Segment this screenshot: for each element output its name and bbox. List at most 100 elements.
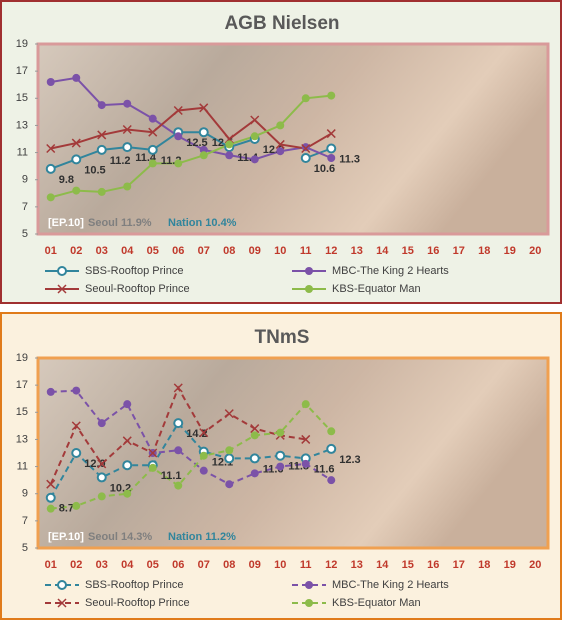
marker — [250, 431, 259, 440]
annotation: Nation 11.2% — [168, 531, 236, 543]
marker — [97, 130, 107, 140]
marker — [122, 124, 132, 135]
marker — [301, 143, 311, 154]
marker — [276, 121, 285, 130]
x-tick-label: 19 — [504, 245, 516, 257]
x-tick-label: 07 — [198, 559, 210, 571]
marker — [199, 466, 208, 475]
y-tick-label: 19 — [16, 38, 28, 50]
y-tick-label: 9 — [22, 174, 28, 186]
x-tick-label: 04 — [121, 559, 134, 571]
data-label: 8.7 — [59, 503, 74, 515]
marker — [123, 400, 132, 409]
annotation: [EP.10] — [48, 217, 84, 229]
marker — [327, 427, 336, 436]
marker — [174, 446, 183, 455]
marker — [275, 450, 286, 461]
marker — [224, 453, 235, 464]
y-tick-label: 5 — [22, 542, 28, 554]
x-tick-label: 12 — [325, 245, 337, 257]
x-tick-label: 16 — [427, 245, 439, 257]
annotation: Seoul 11.9% — [88, 217, 152, 229]
marker — [174, 132, 183, 141]
x-tick-label: 08 — [223, 245, 235, 257]
marker — [71, 421, 81, 431]
marker — [327, 91, 336, 100]
plot-area — [36, 356, 550, 550]
marker — [72, 501, 81, 510]
x-tick-label: 02 — [70, 559, 82, 571]
marker — [122, 460, 133, 471]
marker — [123, 489, 132, 498]
legend-marker — [57, 598, 67, 608]
marker — [123, 99, 132, 108]
legend-marker — [305, 285, 313, 293]
x-tick-label: 10 — [274, 559, 286, 571]
marker — [225, 446, 234, 455]
y-tick-label: 11 — [17, 460, 28, 472]
y-tick-label: 19 — [16, 352, 28, 364]
x-tick-label: 09 — [249, 559, 261, 571]
marker — [276, 462, 285, 471]
x-tick-label: 03 — [96, 559, 108, 571]
series-line — [50, 402, 332, 510]
marker — [72, 186, 81, 195]
x-tick-label: 04 — [121, 245, 134, 257]
series-line — [49, 421, 332, 499]
marker — [97, 492, 106, 501]
marker — [250, 115, 260, 125]
marker — [250, 132, 259, 141]
charts: AGB Nielsen 5 7 9 11 13 15 17 19 01 02 03 04 05 06 07 08… — [16, 13, 542, 609]
x-tick-label: 16 — [427, 559, 439, 571]
legend-marker — [305, 599, 313, 607]
series-line — [50, 94, 332, 199]
x-tick-label: 18 — [478, 245, 490, 257]
marker — [72, 386, 81, 395]
y-tick-label: 13 — [16, 119, 28, 131]
marker — [46, 387, 55, 396]
legend-marker — [57, 580, 67, 590]
plot-area — [36, 42, 550, 236]
x-tick-label: 09 — [249, 245, 261, 257]
series-line — [50, 106, 332, 150]
marker — [45, 163, 56, 174]
marker — [174, 159, 183, 168]
x-tick-label: 19 — [504, 559, 516, 571]
y-tick-label: 13 — [16, 433, 28, 445]
marker — [72, 73, 81, 82]
marker — [148, 127, 158, 137]
marker — [249, 453, 260, 464]
marker — [45, 492, 56, 503]
data-label: 12.5 — [186, 137, 207, 149]
legend-marker — [57, 284, 67, 294]
x-tick-label: 10 — [274, 245, 286, 257]
y-tick-label: 15 — [16, 406, 28, 418]
x-tick-label: 08 — [223, 559, 235, 571]
x-tick-label: 20 — [529, 559, 541, 571]
legend-marker — [57, 266, 67, 276]
x-tick-label: 13 — [351, 245, 363, 257]
legend-label: MBC-The King 2 Hearts — [332, 265, 449, 277]
x-tick-label: 11 — [300, 559, 312, 571]
chart-title: TNmS — [255, 327, 310, 348]
marker — [224, 409, 234, 419]
data-label: 12.3 — [339, 454, 360, 466]
marker — [96, 472, 107, 483]
x-tick-label: 17 — [453, 245, 465, 257]
marker — [46, 143, 56, 154]
marker — [97, 187, 106, 196]
marker — [326, 129, 336, 139]
marker — [301, 143, 310, 152]
marker — [148, 448, 158, 458]
x-tick-label: 07 — [198, 245, 210, 257]
marker — [71, 448, 82, 458]
marker — [301, 459, 310, 468]
marker — [225, 480, 234, 489]
data-label: 10.5 — [84, 164, 105, 176]
legend-marker — [305, 581, 313, 589]
marker — [275, 139, 285, 149]
marker — [46, 78, 55, 86]
x-tick-label: 05 — [147, 245, 159, 257]
x-tick-label: 06 — [172, 559, 184, 571]
series-line — [50, 389, 332, 486]
